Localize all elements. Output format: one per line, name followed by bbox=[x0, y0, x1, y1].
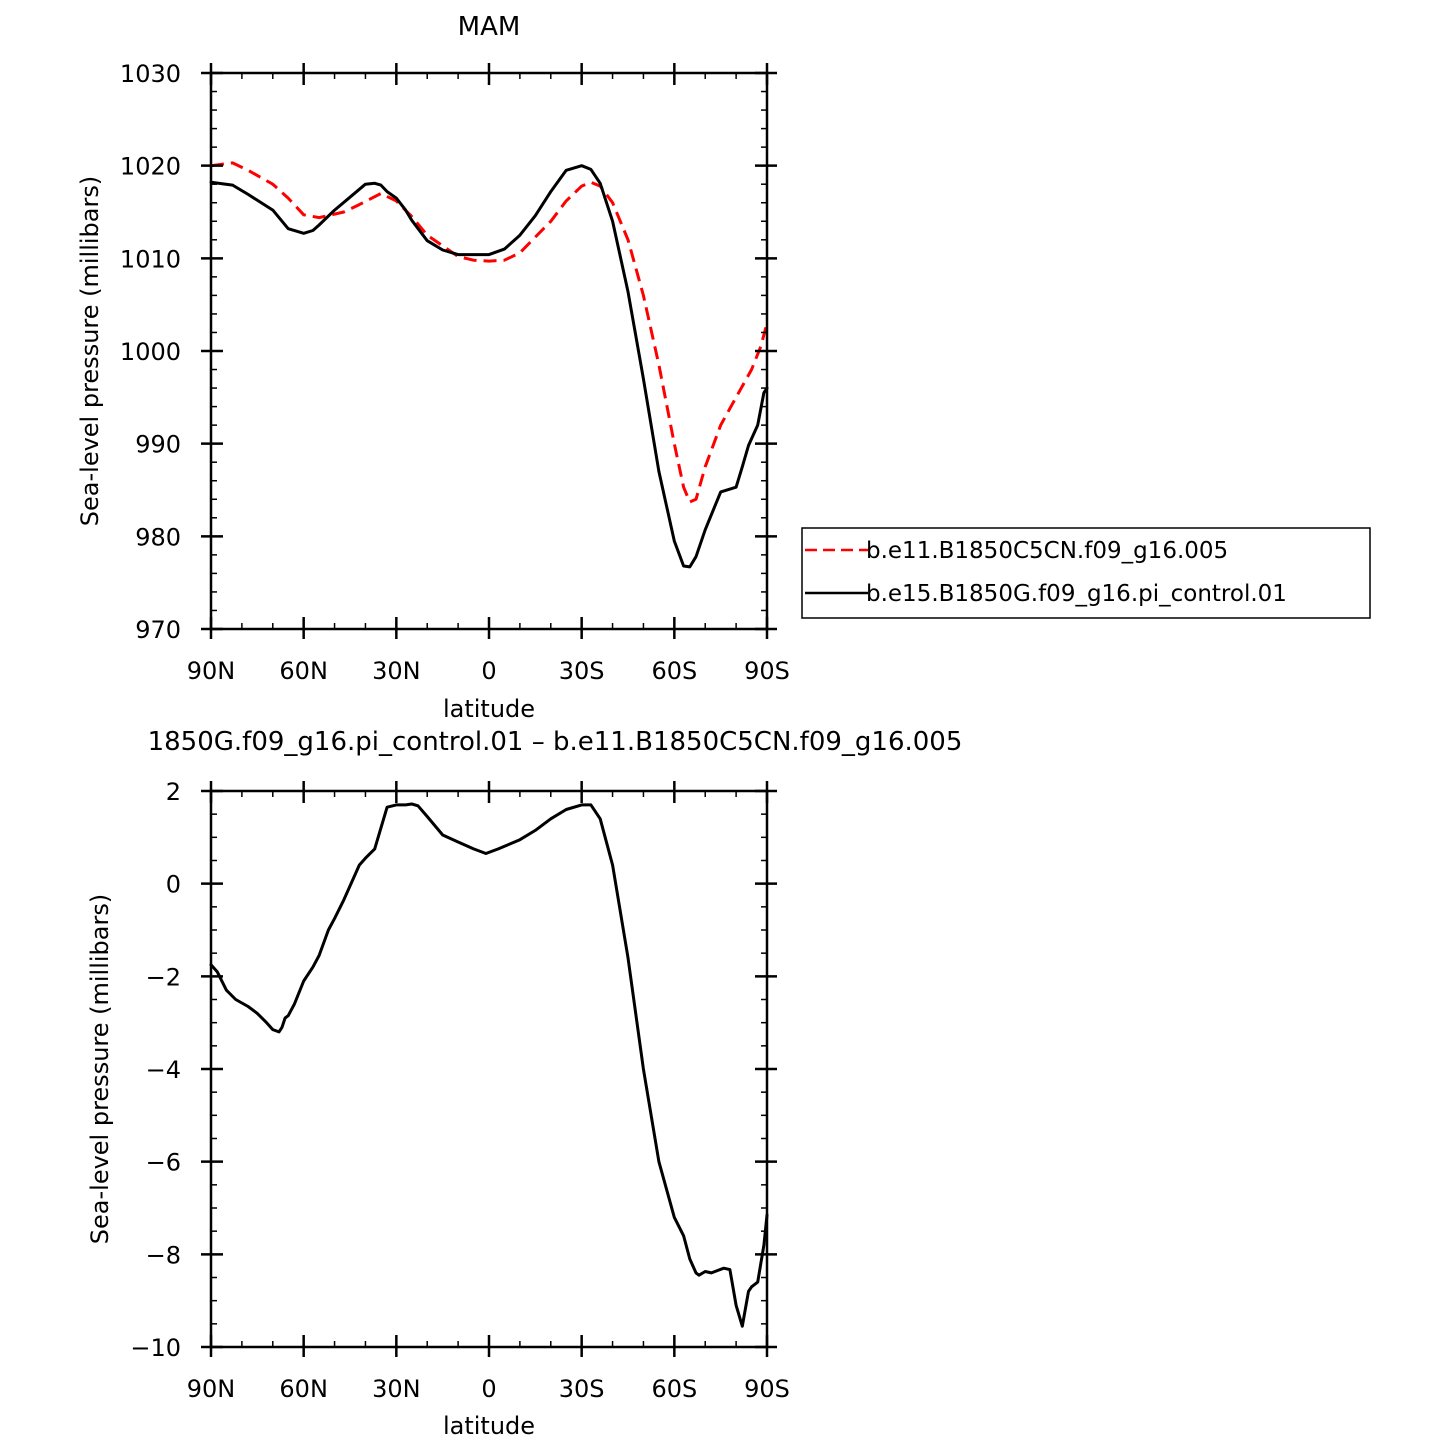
bottom-y-tick-label: 0 bbox=[166, 871, 181, 899]
top-x-tick-label: 30N bbox=[372, 657, 421, 685]
top-y-tick-label: 1000 bbox=[120, 338, 181, 366]
bottom-x-tick-label: 60S bbox=[651, 1375, 697, 1403]
bottom-x-tick-label: 30S bbox=[559, 1375, 605, 1403]
bottom-x-axis-label: latitude bbox=[443, 1412, 535, 1440]
top-x-tick-label: 30S bbox=[559, 657, 605, 685]
bottom-y-tick-label: −6 bbox=[146, 1149, 181, 1177]
bottom-x-tick-label: 90N bbox=[187, 1375, 236, 1403]
bottom-y-axis-label: Sea-level pressure (millibars) bbox=[86, 894, 114, 1244]
bottom-y-tick-label: 2 bbox=[166, 778, 181, 806]
bottom-series-group bbox=[209, 802, 769, 1328]
top-y-tick-label: 990 bbox=[135, 431, 181, 459]
top-y-tick-label: 1020 bbox=[120, 153, 181, 181]
top-x-ticks: 90N 60N 30N 0 30S 60S 90S bbox=[187, 63, 790, 685]
top-x-tick-label: 90N bbox=[187, 657, 236, 685]
top-y-axis-label: Sea-level pressure (millibars) bbox=[76, 176, 104, 526]
top-y-tick-label: 1030 bbox=[120, 60, 181, 88]
bottom-x-tick-label: 30N bbox=[372, 1375, 421, 1403]
bottom-y-tick-label: −8 bbox=[146, 1241, 181, 1269]
bottom-y-tick-label: −10 bbox=[130, 1334, 181, 1362]
legend-box bbox=[801, 527, 1371, 619]
bottom-x-ticks: 90N 60N 30N 0 30S 60S 90S bbox=[187, 781, 790, 1403]
top-y-tick-label: 970 bbox=[135, 616, 181, 644]
top-series-group bbox=[209, 161, 769, 569]
top-x-tick-label: 0 bbox=[481, 657, 496, 685]
top-x-tick-label: 60N bbox=[279, 657, 328, 685]
bottom-panel: 1850G.f09_g16.pi_control.01 – b.e11.B185… bbox=[86, 727, 962, 1440]
legend: b.e11.B1850C5CN.f09_g16.005 b.e15.B1850G… bbox=[801, 527, 1371, 619]
bottom-x-tick-label: 60N bbox=[279, 1375, 328, 1403]
bottom-y-tick-label: −4 bbox=[146, 1056, 181, 1084]
top-chart-title: MAM bbox=[458, 12, 521, 42]
top-series-line-1 bbox=[210, 161, 769, 504]
top-series-line-2 bbox=[209, 164, 769, 569]
top-panel: MAM 1030 1020 1010 1000 990 980 970 90N 60N 30N 0… bbox=[76, 12, 1371, 723]
top-y-tick-label: 1010 bbox=[120, 245, 181, 273]
top-x-axis-label: latitude bbox=[443, 695, 535, 723]
top-x-tick-label: 90S bbox=[744, 657, 790, 685]
bottom-x-tick-label: 0 bbox=[481, 1375, 496, 1403]
bottom-y-ticks: 2 0 −2 −4 −6 −8 −10 bbox=[130, 778, 777, 1362]
bottom-series-line-1 bbox=[209, 802, 769, 1328]
top-x-tick-label: 60S bbox=[651, 657, 697, 685]
bottom-x-tick-label: 90S bbox=[744, 1375, 790, 1403]
top-y-tick-label: 980 bbox=[135, 523, 181, 551]
bottom-y-tick-label: −2 bbox=[146, 963, 181, 991]
legend-label-series-1: b.e11.B1850C5CN.f09_g16.005 bbox=[866, 538, 1228, 564]
bottom-chart-title: 1850G.f09_g16.pi_control.01 – b.e11.B185… bbox=[148, 727, 963, 757]
legend-label-series-2: b.e15.B1850G.f09_g16.pi_control.01 bbox=[866, 581, 1287, 607]
